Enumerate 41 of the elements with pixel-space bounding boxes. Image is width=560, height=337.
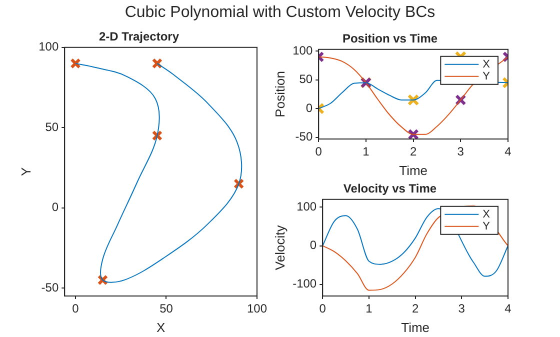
y-axis-title: Position <box>272 71 288 118</box>
line-series <box>322 208 508 277</box>
y-tick-label: 50 <box>299 72 313 86</box>
text: Cubic Polynomial with Custom Velocity BCs <box>124 4 436 22</box>
y-tick-label: 50 <box>45 120 59 134</box>
point <box>234 178 244 190</box>
x-tick-label: 3 <box>458 302 466 316</box>
chart-title: Velocity vs Time <box>343 182 437 196</box>
x-axis-title: Time <box>401 320 430 335</box>
y-tick-label: 100 <box>292 43 313 58</box>
chart-title: Position vs Time <box>342 32 438 46</box>
y-tick-label: 100 <box>38 40 59 54</box>
x-tick-label: 4 <box>504 302 512 316</box>
legend-label: X <box>482 58 491 70</box>
legend-label: Y <box>482 70 491 82</box>
x-tick-label: 0 <box>72 302 80 316</box>
x-tick-label: 0 <box>319 302 326 316</box>
y-tick-label: -100 <box>292 276 317 291</box>
y-axis-title: Velocity <box>272 224 288 270</box>
x-tick-label: 1 <box>366 302 373 316</box>
y-tick-label: 0 <box>310 238 317 252</box>
y-tick-label: -50 <box>295 130 313 144</box>
y-axis-title: Y <box>18 167 34 176</box>
y-tick-label: 0 <box>306 100 313 115</box>
chart-title: 2-D Trajectory <box>98 30 180 44</box>
x-axis-title: Time <box>399 162 428 178</box>
x-tick-label: 4 <box>504 144 512 159</box>
x-axis-title: X <box>156 320 166 335</box>
x-tick-label: 1 <box>362 144 370 159</box>
x-tick-label: 2 <box>410 144 417 159</box>
point <box>70 58 81 69</box>
y-tick-label: -50 <box>41 280 59 294</box>
y-tick-label: 0 <box>52 200 59 214</box>
legend-label: Y <box>482 220 491 232</box>
x-tick-label: 100 <box>246 302 268 316</box>
x-tick-label: 2 <box>412 302 419 316</box>
y-tick-label: 100 <box>296 199 317 214</box>
x-tick-label: 3 <box>457 144 464 159</box>
point <box>408 128 419 139</box>
legend-label: X <box>482 208 491 220</box>
x-tick-label: 50 <box>160 302 174 316</box>
